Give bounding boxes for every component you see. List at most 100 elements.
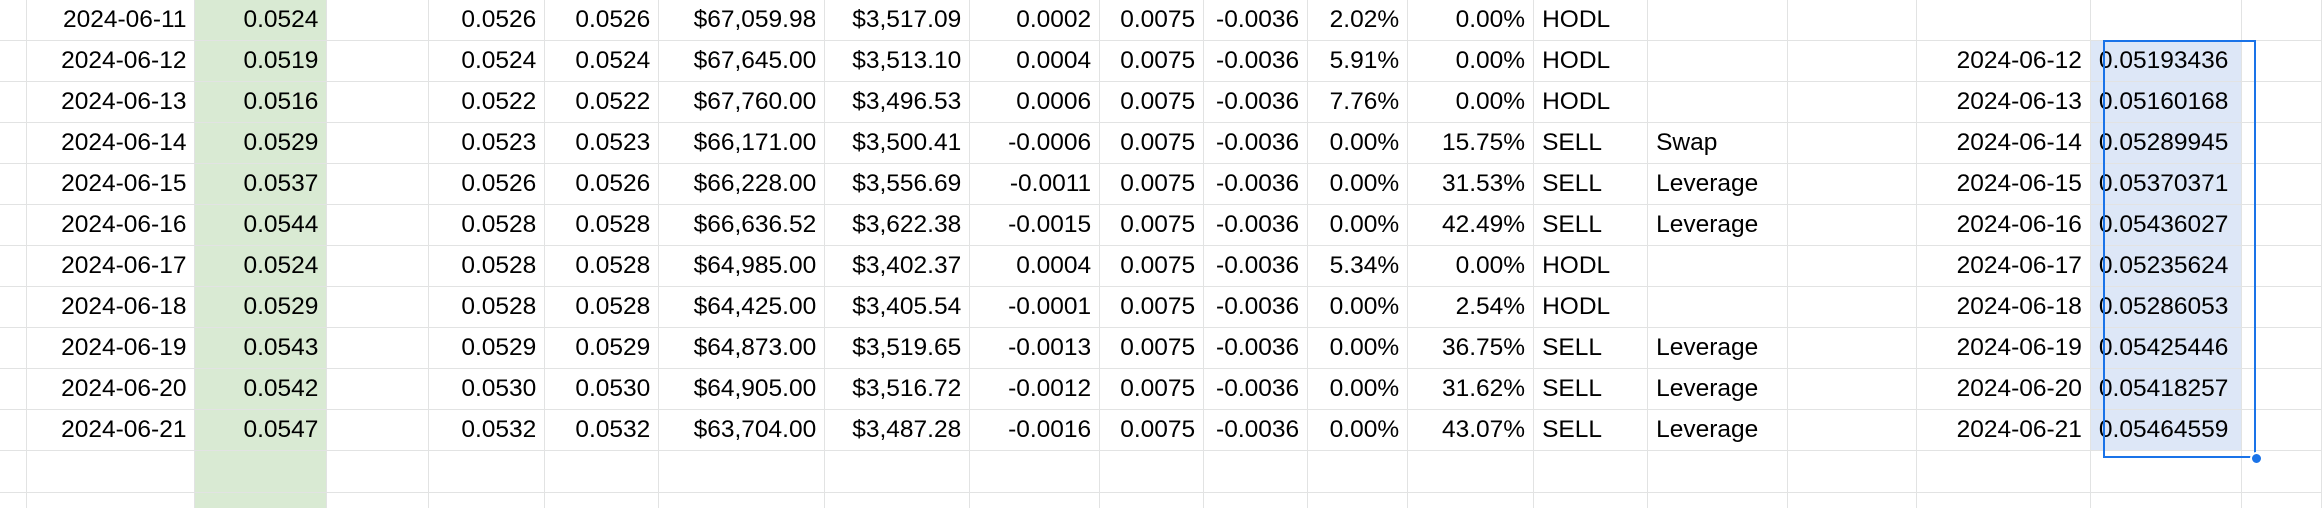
cell-note[interactable]: Leverage [1647, 368, 1789, 410]
cell-difference[interactable]: -0.0006 [969, 122, 1101, 164]
empty-cell[interactable] [2241, 286, 2322, 328]
empty-cell[interactable] [2241, 163, 2322, 205]
empty-cell[interactable] [824, 492, 971, 508]
cell-reference-date[interactable]: 2024-06-13 [1916, 81, 2091, 123]
empty-cell[interactable] [2241, 0, 2322, 41]
cell-ratio[interactable]: 0.0524 [194, 0, 328, 41]
cell-ratio[interactable]: 0.0547 [194, 409, 328, 451]
cell-reference-date[interactable]: 2024-06-20 [1916, 368, 2091, 410]
empty-cell[interactable] [326, 163, 430, 205]
cell-reference-date[interactable]: 2024-06-17 [1916, 245, 2091, 287]
empty-cell[interactable] [326, 368, 430, 410]
cell-difference[interactable]: 0.0006 [969, 81, 1101, 123]
cell-percent-2[interactable]: 43.07% [1407, 409, 1535, 451]
empty-cell[interactable] [1099, 492, 1205, 508]
cell-upper-threshold[interactable]: 0.0075 [1099, 286, 1205, 328]
empty-cell[interactable] [2241, 40, 2322, 82]
cell-btc-price[interactable]: $66,228.00 [658, 163, 826, 205]
cell-ratio[interactable]: 0.0529 [194, 122, 328, 164]
cell-date[interactable]: 2024-06-21 [26, 409, 196, 451]
cell-note[interactable]: Swap [1647, 122, 1789, 164]
cell-date[interactable]: 2024-06-16 [26, 204, 196, 246]
cell-percent-1[interactable]: 5.34% [1307, 245, 1409, 287]
empty-cell[interactable] [2090, 492, 2242, 508]
empty-cell[interactable] [326, 286, 430, 328]
cell-percent-1[interactable]: 2.02% [1307, 0, 1409, 41]
empty-cell[interactable] [326, 204, 430, 246]
cell-note[interactable] [1647, 245, 1789, 287]
cell-action[interactable]: HODL [1533, 286, 1649, 328]
empty-cell[interactable] [0, 40, 28, 82]
empty-cell[interactable] [2241, 327, 2322, 369]
empty-cell[interactable] [326, 81, 430, 123]
cell-average-2[interactable]: 0.0529 [544, 327, 660, 369]
cell-lower-threshold[interactable]: -0.0036 [1203, 286, 1309, 328]
cell-reference-value[interactable]: 0.05289945 [2090, 122, 2242, 164]
cell-note[interactable]: Leverage [1647, 409, 1789, 451]
empty-cell[interactable] [1916, 492, 2091, 508]
cell-percent-1[interactable]: 0.00% [1307, 122, 1409, 164]
cell-upper-threshold[interactable]: 0.0075 [1099, 122, 1205, 164]
cell-ratio[interactable]: 0.0543 [194, 327, 328, 369]
empty-cell[interactable] [1203, 492, 1309, 508]
cell-reference-value[interactable] [2090, 0, 2242, 41]
empty-cell[interactable] [326, 245, 430, 287]
empty-cell[interactable] [0, 0, 28, 41]
cell-upper-threshold[interactable]: 0.0075 [1099, 409, 1205, 451]
empty-cell[interactable] [1307, 492, 1409, 508]
cell-average-1[interactable]: 0.0528 [428, 286, 546, 328]
cell-action[interactable]: SELL [1533, 122, 1649, 164]
cell-date[interactable]: 2024-06-18 [26, 286, 196, 328]
cell-percent-1[interactable]: 0.00% [1307, 368, 1409, 410]
cell-upper-threshold[interactable]: 0.0075 [1099, 368, 1205, 410]
cell-eth-price[interactable]: $3,513.10 [824, 40, 971, 82]
cell-upper-threshold[interactable]: 0.0075 [1099, 40, 1205, 82]
cell-percent-1[interactable]: 7.76% [1307, 81, 1409, 123]
cell-average-2[interactable]: 0.0532 [544, 409, 660, 451]
empty-cell[interactable] [2241, 368, 2322, 410]
cell-average-2[interactable]: 0.0528 [544, 245, 660, 287]
cell-difference[interactable]: 0.0004 [969, 245, 1101, 287]
cell-eth-price[interactable]: $3,487.28 [824, 409, 971, 451]
cell-date[interactable]: 2024-06-12 [26, 40, 196, 82]
cell-average-1[interactable]: 0.0528 [428, 245, 546, 287]
cell-average-2[interactable]: 0.0526 [544, 163, 660, 205]
cell-ratio[interactable]: 0.0544 [194, 204, 328, 246]
empty-cell[interactable] [824, 450, 971, 493]
cell-percent-2[interactable]: 36.75% [1407, 327, 1535, 369]
cell-ratio[interactable]: 0.0524 [194, 245, 328, 287]
cell-btc-price[interactable]: $64,425.00 [658, 286, 826, 328]
cell-eth-price[interactable]: $3,516.72 [824, 368, 971, 410]
empty-cell[interactable] [1787, 0, 1917, 41]
cell-percent-1[interactable]: 0.00% [1307, 204, 1409, 246]
empty-cell[interactable] [1787, 492, 1917, 508]
empty-cell[interactable] [1916, 450, 2091, 493]
cell-average-1[interactable]: 0.0526 [428, 0, 546, 41]
empty-cell[interactable] [0, 368, 28, 410]
empty-cell[interactable] [1533, 450, 1649, 493]
cell-percent-1[interactable]: 0.00% [1307, 327, 1409, 369]
cell-eth-price[interactable]: $3,622.38 [824, 204, 971, 246]
cell-action[interactable]: HODL [1533, 81, 1649, 123]
cell-eth-price[interactable]: $3,517.09 [824, 0, 971, 41]
cell-average-2[interactable]: 0.0528 [544, 204, 660, 246]
cell-date[interactable]: 2024-06-13 [26, 81, 196, 123]
cell-average-1[interactable]: 0.0524 [428, 40, 546, 82]
cell-upper-threshold[interactable]: 0.0075 [1099, 81, 1205, 123]
cell-difference[interactable]: -0.0015 [969, 204, 1101, 246]
cell-reference-value[interactable]: 0.05160168 [2090, 81, 2242, 123]
cell-eth-price[interactable]: $3,500.41 [824, 122, 971, 164]
cell-action[interactable]: HODL [1533, 0, 1649, 41]
empty-cell[interactable] [0, 122, 28, 164]
cell-average-1[interactable]: 0.0523 [428, 122, 546, 164]
cell-lower-threshold[interactable]: -0.0036 [1203, 122, 1309, 164]
cell-date[interactable]: 2024-06-14 [26, 122, 196, 164]
cell-difference[interactable]: -0.0011 [969, 163, 1101, 205]
cell-btc-price[interactable]: $67,645.00 [658, 40, 826, 82]
empty-cell[interactable] [1307, 450, 1409, 493]
cell-reference-value[interactable]: 0.05370371 [2090, 163, 2242, 205]
empty-cell[interactable] [1787, 122, 1917, 164]
cell-difference[interactable]: -0.0012 [969, 368, 1101, 410]
empty-cell[interactable] [2090, 450, 2242, 493]
